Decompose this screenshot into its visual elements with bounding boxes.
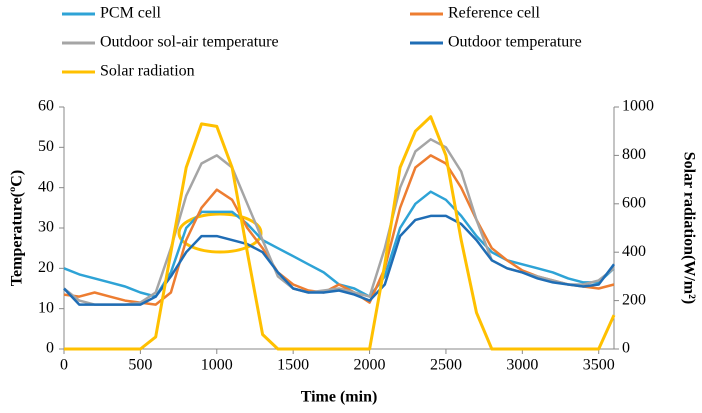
series-line (63, 154, 615, 306)
y-tick-label: 10 (38, 299, 54, 316)
y-axis-title: Temperature(ºC) (9, 170, 26, 286)
x-tick-label: 500 (128, 357, 152, 374)
highlight-ellipse (177, 212, 263, 254)
y-tick-label: 20 (38, 259, 54, 276)
legend-label: Reference cell (448, 5, 540, 22)
y2-tick-label: 0 (622, 340, 630, 357)
x-tick-label: 0 (60, 357, 68, 374)
series-line (63, 214, 615, 306)
legend-label: Solar radiation (100, 63, 195, 80)
legend-label: PCM cell (100, 5, 161, 22)
y-tick-label: 0 (46, 340, 54, 357)
x-tick-label: 3000 (506, 357, 538, 374)
x-tick-label: 2000 (354, 357, 386, 374)
y-tick-label: 40 (38, 178, 54, 195)
legend-label: Outdoor sol-air temperature (100, 34, 279, 51)
y2-tick-label: 400 (622, 243, 646, 260)
y2-tick-label: 1000 (622, 98, 654, 115)
series-line (63, 190, 615, 298)
x-tick-label: 1500 (277, 357, 309, 374)
y2-axis-title: Solar radiation(W/m²) (680, 152, 697, 305)
y2-tick-label: 600 (622, 194, 646, 211)
x-tick-label: 3500 (583, 357, 615, 374)
y-tick-label: 30 (38, 219, 54, 236)
y2-tick-label: 800 (622, 146, 646, 163)
y2-tick-label: 200 (622, 291, 646, 308)
x-axis-title: Time (min) (301, 389, 378, 406)
legend-label: Outdoor temperature (448, 34, 582, 51)
y-tick-label: 50 (38, 138, 54, 155)
x-tick-label: 2500 (430, 357, 462, 374)
x-tick-label: 1000 (201, 357, 233, 374)
y-tick-label: 60 (38, 98, 54, 115)
series-line (63, 138, 615, 306)
series-line (64, 115, 616, 351)
